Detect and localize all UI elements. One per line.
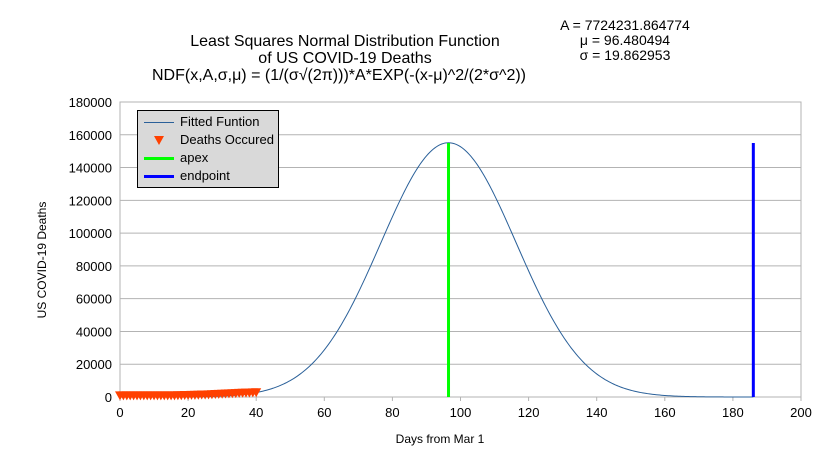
legend-item-fitted: Fitted Funtion [138, 113, 278, 131]
x-tick-label: 0 [116, 405, 123, 420]
legend-label-endpoint: endpoint [180, 168, 230, 183]
y-axis-title: US COVID-19 Deaths [35, 202, 49, 319]
legend-item-apex: apex [138, 149, 278, 167]
legend-item-endpoint: endpoint [138, 167, 278, 185]
param-sigma: σ = 19.862953 [579, 47, 671, 63]
x-tick-label: 140 [586, 405, 608, 420]
x-tick-label: 60 [317, 405, 331, 420]
x-axis-title: Days from Mar 1 [396, 432, 485, 446]
title-equation: NDF(x,A,σ,μ) = (1/(σ√(2π)))*A*EXP(-(x-μ)… [151, 67, 527, 84]
x-tick-label: 40 [249, 405, 263, 420]
chart-title: Least Squares Normal Distribution Functi… [120, 33, 570, 84]
x-tick-label: 20 [181, 405, 195, 420]
x-tick-label: 80 [385, 405, 399, 420]
legend-label-apex: apex [180, 150, 209, 165]
legend-swatch-apex [144, 157, 174, 160]
death-marker [251, 388, 262, 398]
y-tick-label: 120000 [69, 193, 112, 208]
y-tick-label: 100000 [69, 226, 112, 241]
y-tick-label: 140000 [69, 161, 112, 176]
x-tick-label: 100 [450, 405, 472, 420]
title-line-1: Least Squares Normal Distribution Functi… [190, 33, 500, 50]
x-tick-label: 160 [654, 405, 676, 420]
x-tick-label: 120 [518, 405, 540, 420]
legend-label-deaths: Deaths Occured [180, 132, 274, 147]
legend-swatch-fitted [144, 122, 174, 123]
y-tick-label: 0 [105, 390, 112, 405]
legend-swatch-deaths [154, 136, 164, 145]
fit-parameters: A = 7724231.864774 μ = 96.480494 σ = 19.… [545, 18, 705, 63]
y-tick-label: 40000 [76, 324, 112, 339]
legend: Fitted Funtion Deaths Occured apex endpo… [137, 110, 279, 188]
deaths-markers [115, 388, 262, 401]
y-tick-label: 80000 [76, 259, 112, 274]
x-tick-label: 180 [722, 405, 744, 420]
y-tick-label: 160000 [69, 128, 112, 143]
title-line-2: of US COVID-19 Deaths [258, 50, 432, 67]
x-tick-label: 200 [790, 405, 812, 420]
param-a: A = 7724231.864774 [560, 17, 690, 33]
x-tick-labels: 0 20 40 60 80 100 120 140 160 180 200 [116, 405, 811, 420]
legend-item-deaths: Deaths Occured [138, 131, 278, 149]
param-mu: μ = 96.480494 [579, 32, 671, 48]
legend-label-fitted: Fitted Funtion [180, 114, 260, 129]
y-tick-label: 20000 [76, 357, 112, 372]
y-tick-label: 60000 [76, 292, 112, 307]
y-tick-label: 180000 [69, 95, 112, 110]
legend-swatch-endpoint [144, 175, 174, 178]
y-tick-labels: 0 20000 40000 60000 80000 100000 120000 140000 1… [69, 95, 112, 405]
plot-area-border [119, 101, 802, 398]
